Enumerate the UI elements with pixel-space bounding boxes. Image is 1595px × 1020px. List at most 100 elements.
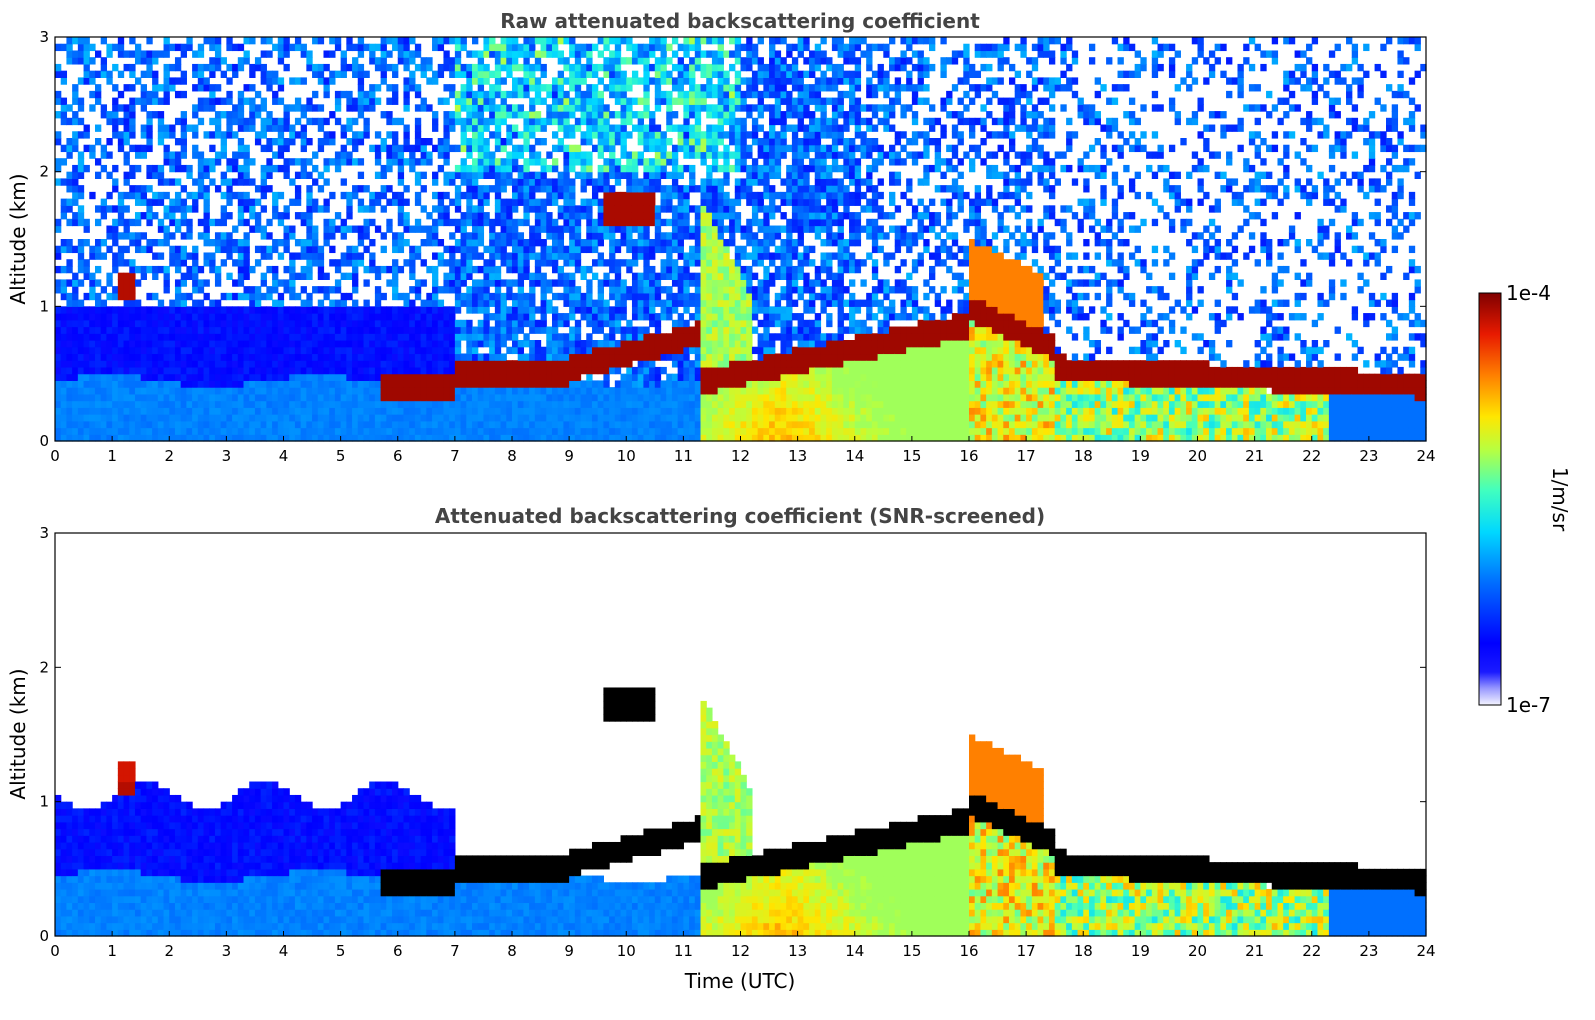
heatmap-cell xyxy=(272,138,279,146)
heatmap-cell xyxy=(60,353,68,361)
heatmap-cell xyxy=(580,63,587,72)
heatmap-cell xyxy=(586,245,593,254)
heatmap-cell xyxy=(146,366,153,375)
heatmap-cell xyxy=(631,400,639,408)
heatmap-cell xyxy=(694,299,702,307)
heatmap-cell xyxy=(186,393,193,402)
heatmap-cell xyxy=(323,158,330,166)
heatmap-cell xyxy=(437,353,445,361)
heatmap-cell xyxy=(506,380,513,388)
heatmap-cell xyxy=(174,299,182,307)
heatmap-cell xyxy=(89,313,96,321)
heatmap-cell xyxy=(272,279,279,287)
heatmap-cell xyxy=(66,306,73,314)
heatmap-cell xyxy=(72,407,79,415)
heatmap-cell xyxy=(500,104,507,112)
heatmap-cell xyxy=(392,37,399,45)
heatmap-cell xyxy=(89,346,96,355)
heatmap-cell xyxy=(540,198,547,206)
heatmap-cell xyxy=(254,63,262,72)
heatmap-cell xyxy=(129,70,136,78)
heatmap-cell xyxy=(243,84,250,92)
heatmap-cell xyxy=(557,117,565,126)
heatmap-cell xyxy=(226,43,233,52)
heatmap-cell xyxy=(237,124,245,132)
heatmap-cell xyxy=(557,77,565,85)
heatmap-cell xyxy=(272,43,279,52)
heatmap-cell xyxy=(386,380,393,388)
heatmap-cell xyxy=(66,353,73,361)
heatmap-cell xyxy=(146,353,153,361)
heatmap-cell xyxy=(454,104,462,112)
heatmap-cell xyxy=(232,158,239,166)
heatmap-cell xyxy=(500,111,507,119)
heatmap-cell xyxy=(591,340,599,348)
heatmap-cell xyxy=(540,239,547,247)
heatmap-cell xyxy=(546,252,553,260)
heatmap-cell xyxy=(477,124,485,132)
heatmap-cell xyxy=(432,43,439,52)
heatmap-cell xyxy=(523,360,530,368)
heatmap-cell xyxy=(563,420,570,429)
heatmap-cell xyxy=(386,407,393,415)
heatmap-cell xyxy=(237,43,245,52)
heatmap-cell xyxy=(409,434,416,442)
heatmap-cell xyxy=(414,63,422,72)
heatmap-cell xyxy=(563,90,570,99)
heatmap-cell xyxy=(129,232,136,240)
heatmap-cell xyxy=(626,286,633,294)
heatmap-cell xyxy=(580,353,587,361)
heatmap-cell xyxy=(494,340,502,348)
heatmap-cell xyxy=(357,387,365,395)
heatmap-cell xyxy=(677,434,684,442)
heatmap-cell xyxy=(643,393,650,402)
heatmap-cell xyxy=(500,393,507,402)
heatmap-cell xyxy=(112,434,119,442)
heatmap-cell xyxy=(237,427,245,435)
heatmap-cell xyxy=(489,333,496,341)
heatmap-cell xyxy=(243,97,250,105)
heatmap-cell xyxy=(454,272,462,280)
heatmap-cell xyxy=(66,434,73,442)
heatmap-cell xyxy=(94,346,102,355)
heatmap-cell xyxy=(186,205,193,213)
heatmap-cell xyxy=(163,373,170,381)
heatmap-cell xyxy=(483,218,490,227)
heatmap-cell xyxy=(392,232,399,240)
heatmap-cell xyxy=(100,299,108,307)
heatmap-cell xyxy=(689,185,696,193)
heatmap-cell xyxy=(529,292,536,301)
heatmap-cell xyxy=(466,50,473,58)
heatmap-cell xyxy=(666,77,673,85)
heatmap-cell xyxy=(472,124,479,132)
heatmap-cell xyxy=(152,434,159,442)
heatmap-cell xyxy=(700,245,707,254)
heatmap-cell xyxy=(643,178,650,186)
heatmap-cell xyxy=(660,313,667,321)
heatmap-cell xyxy=(454,333,462,341)
heatmap-cell xyxy=(689,178,696,186)
heatmap-cell xyxy=(146,427,153,435)
heatmap-cell xyxy=(112,225,119,233)
heatmap-cell xyxy=(272,90,279,99)
heatmap-cell xyxy=(454,185,462,193)
heatmap-cell xyxy=(694,414,702,422)
heatmap-cell xyxy=(306,414,313,422)
heatmap-cell xyxy=(89,306,96,314)
heatmap-cell xyxy=(237,272,245,280)
heatmap-cell xyxy=(631,77,639,85)
heatmap-cell xyxy=(614,218,622,227)
heatmap-cell xyxy=(134,191,142,200)
heatmap-cell xyxy=(466,111,473,119)
heatmap-cell xyxy=(66,138,73,146)
heatmap-cell xyxy=(671,414,679,422)
heatmap-cell xyxy=(169,387,176,395)
heatmap-cell xyxy=(512,185,519,193)
heatmap-cell xyxy=(312,252,319,260)
heatmap-cell xyxy=(197,373,205,381)
heatmap-cell xyxy=(283,50,290,58)
heatmap-cell xyxy=(694,346,702,355)
heatmap-cell xyxy=(414,104,422,112)
heatmap-cell xyxy=(289,319,296,328)
heatmap-cell xyxy=(346,306,353,314)
